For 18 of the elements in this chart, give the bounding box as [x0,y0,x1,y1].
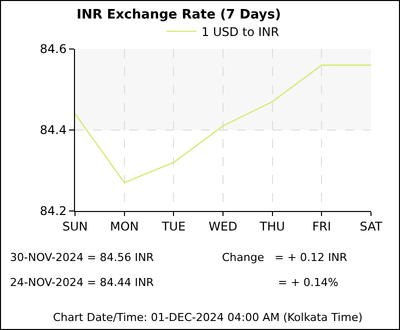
x-tick-label: MON [110,219,139,234]
line-series [75,64,371,184]
chart-title: INR Exchange Rate (7 Days) [76,7,281,22]
x-tick-label: THU [258,219,285,234]
x-tick-label: SUN [62,219,88,234]
text: = + 0.14% [278,276,338,289]
text: Change = + 0.12 INR [222,251,348,264]
y-tick-label: 84.4 [40,123,67,138]
x-tick-label: WED [208,219,238,234]
x-tick-label: SAT [360,219,383,234]
y-tick-label: 84.6 [40,42,67,56]
x-tick-label: FRI [312,219,332,234]
text: Chart Date/Time: 01-DEC-2024 04:00 AM (Kolkata Time) [53,311,363,324]
x-tick-label: TUE [160,219,186,234]
text: 24-NOV-2024 = 84.44 INR [10,276,154,289]
text: 30-NOV-2024 = 84.56 INR [10,251,154,264]
legend-label: 1 USD to INR [202,24,280,39]
y-tick-label: 84.2 [40,204,67,218]
